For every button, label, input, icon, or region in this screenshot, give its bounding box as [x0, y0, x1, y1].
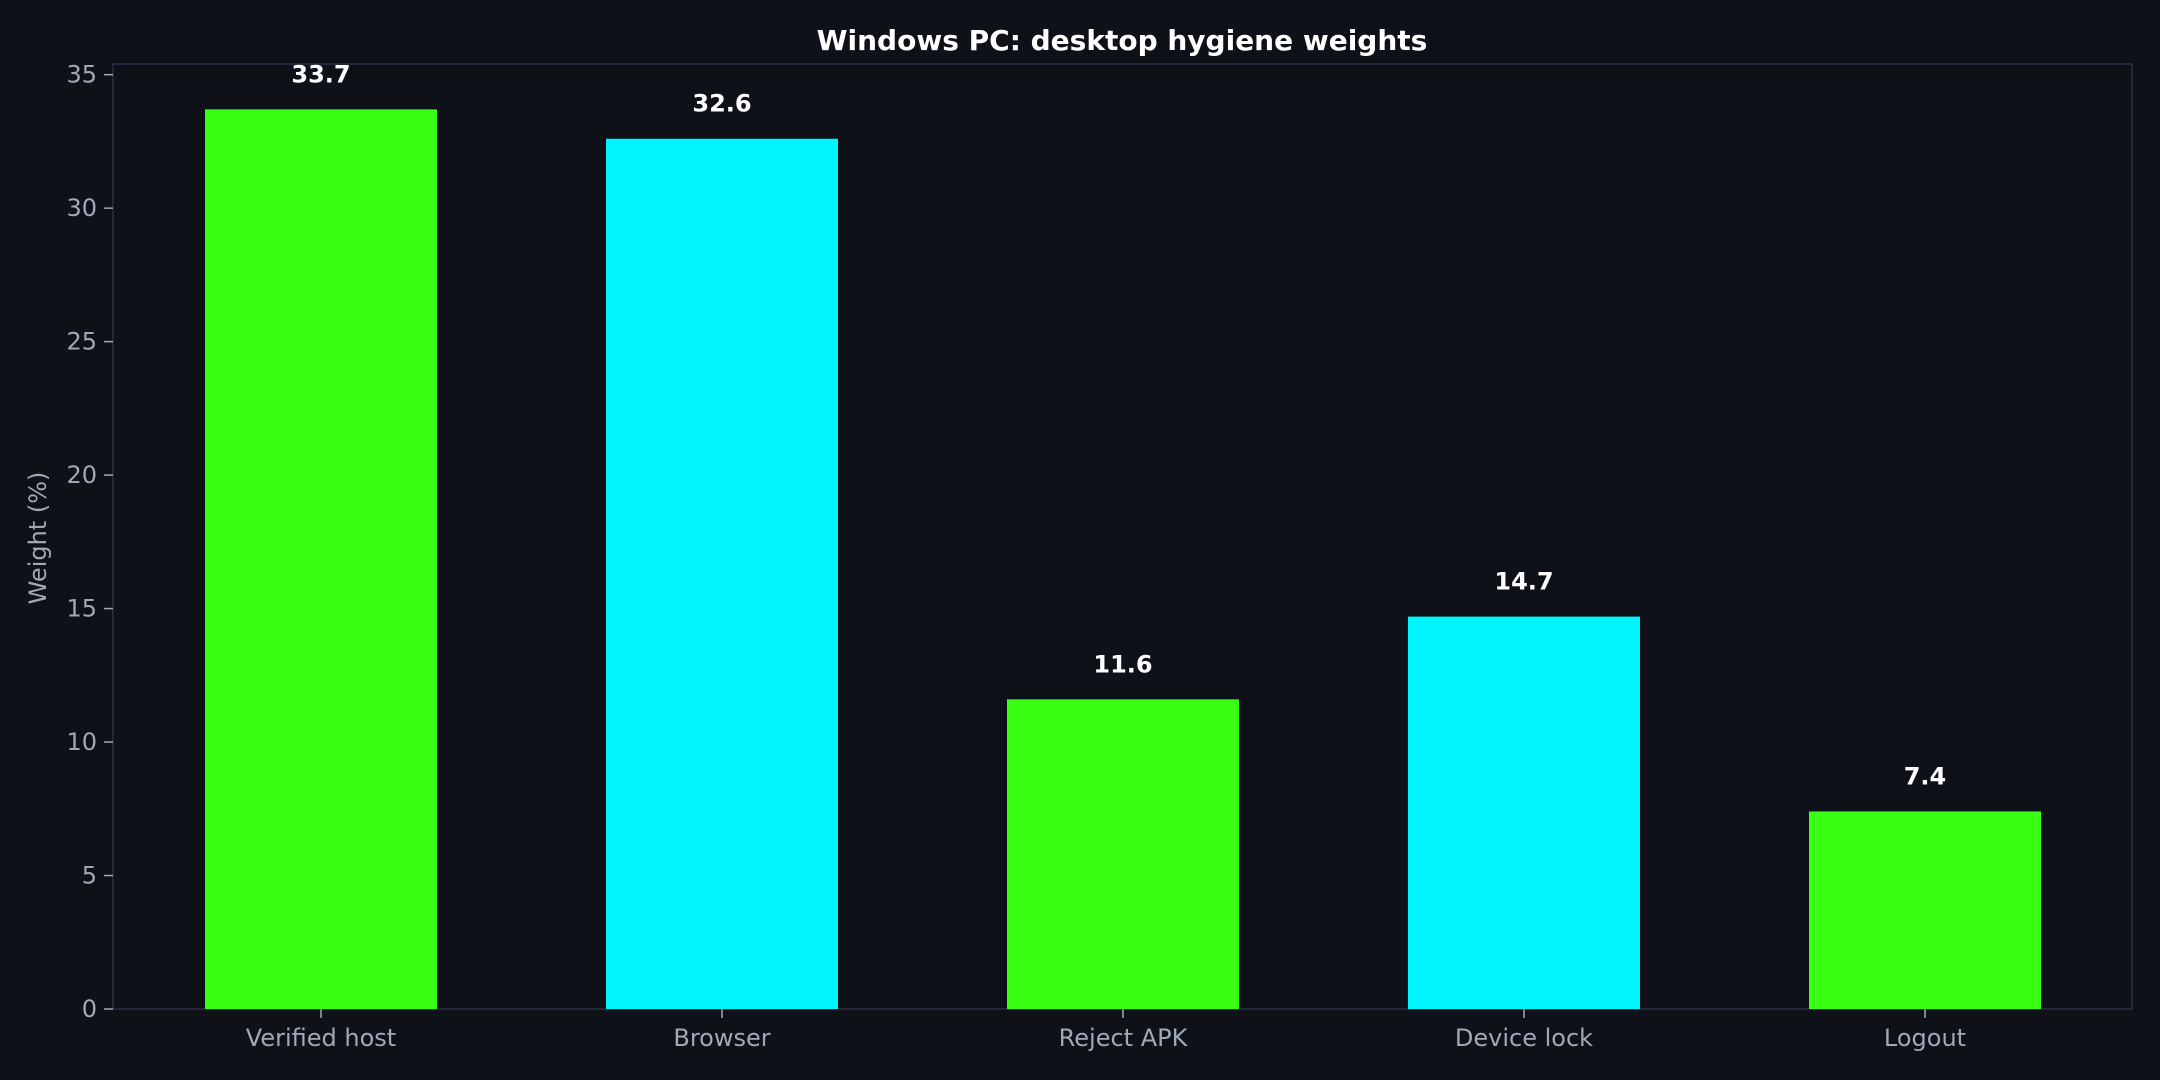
y-tick-label: 35 [66, 61, 97, 89]
y-tick-label: 25 [66, 328, 97, 356]
bar-logout [1809, 811, 2041, 1009]
x-axis: Verified host Browser Reject APK Device loc… [246, 1009, 1966, 1052]
y-tick-label: 5 [82, 862, 97, 890]
chart-title: Windows PC: desktop hygiene weights [817, 24, 1428, 57]
bar-value-label: 33.7 [291, 60, 350, 88]
x-tick-label: Logout [1884, 1024, 1966, 1052]
y-axis: 0 5 10 15 20 25 30 35 [66, 61, 113, 1023]
bar-verified-host [205, 109, 437, 1010]
y-tick-label: 10 [66, 728, 97, 756]
bar-value-label: 14.7 [1494, 568, 1553, 596]
bars-group: 33.7 32.6 11.6 14.7 7.4 [205, 60, 2041, 1010]
y-tick-label: 30 [66, 194, 97, 222]
bar-device-lock [1408, 616, 1640, 1009]
x-tick-label: Reject APK [1059, 1024, 1189, 1052]
bar-value-label: 32.6 [692, 90, 751, 118]
x-tick-label: Device lock [1455, 1024, 1593, 1052]
x-tick-label: Browser [673, 1024, 770, 1052]
y-tick-label: 0 [82, 995, 97, 1023]
y-tick-label: 15 [66, 595, 97, 623]
bar-reject-apk [1007, 699, 1239, 1009]
y-tick-label: 20 [66, 461, 97, 489]
bar-value-label: 11.6 [1093, 650, 1152, 678]
y-axis-label: Weight (%) [24, 472, 52, 605]
bar-browser [606, 138, 838, 1010]
x-tick-label: Verified host [246, 1024, 396, 1052]
bar-value-label: 7.4 [1904, 762, 1947, 790]
